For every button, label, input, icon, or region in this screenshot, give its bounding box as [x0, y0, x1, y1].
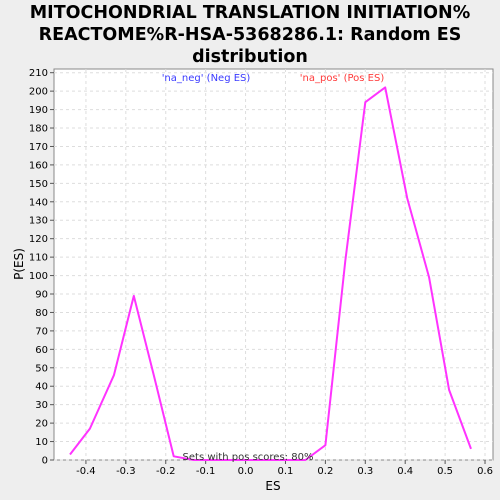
- y-tick-label: 80: [35, 308, 48, 319]
- x-tick-label: -0.2: [156, 466, 176, 477]
- y-tick-label: 160: [29, 160, 48, 171]
- y-tick-label: 130: [29, 216, 48, 227]
- y-tick-label: 210: [29, 68, 48, 79]
- y-tick-label: 140: [29, 197, 48, 208]
- y-tick-label: 50: [35, 363, 48, 374]
- chart-title-line: distribution: [192, 47, 308, 67]
- chart-title: MITOCHONDRIAL TRANSLATION INITIATION% RE…: [0, 2, 500, 68]
- y-axis-label: P(ES): [12, 248, 26, 280]
- y-tick-label: 150: [29, 179, 48, 190]
- grid-lines: [54, 69, 493, 461]
- x-axis: -0.4 -0.3 -0.2 -0.1 0.0 0.1 0.2 0.3 0.4 0.5 0.6: [76, 460, 493, 477]
- y-tick-label: 90: [35, 290, 48, 301]
- y-tick-label: 100: [29, 271, 48, 282]
- y-tick-label: 190: [29, 105, 48, 116]
- x-tick-label: -0.4: [76, 466, 96, 477]
- x-tick-label: 0.6: [477, 466, 493, 477]
- y-tick-label: 30: [35, 400, 48, 411]
- series-line: [69, 86, 472, 461]
- x-tick-label: 0.0: [238, 466, 254, 477]
- y-tick-label: 110: [29, 253, 48, 264]
- y-tick-label: 120: [29, 234, 48, 245]
- y-tick-label: 170: [29, 142, 48, 153]
- y-tick-label: 0: [42, 456, 48, 467]
- legend-pos: 'na_pos' (Pos ES): [300, 73, 385, 84]
- series-group: [69, 86, 472, 461]
- y-tick-label: 200: [29, 87, 48, 98]
- x-axis-label: ES: [265, 479, 280, 493]
- chart-title-line: MITOCHONDRIAL TRANSLATION INITIATION%: [29, 3, 471, 23]
- x-tick-label: -0.3: [116, 466, 136, 477]
- x-tick-label: 0.2: [317, 466, 333, 477]
- annotation-pos-scores: Sets with pos scores: 80%: [183, 452, 314, 463]
- legend-neg: 'na_neg' (Neg ES): [162, 73, 251, 84]
- y-tick-label: 70: [35, 326, 48, 337]
- y-tick-label: 180: [29, 124, 48, 135]
- y-tick-label: 40: [35, 382, 48, 393]
- x-tick-label: 0.4: [397, 466, 413, 477]
- y-tick-label: 60: [35, 345, 48, 356]
- plot-area: [53, 68, 494, 461]
- x-tick-label: 0.3: [357, 466, 373, 477]
- chart-title-line: REACTOME%R-HSA-5368286.1: Random ES: [38, 25, 462, 45]
- x-tick-label: -0.1: [196, 466, 216, 477]
- y-tick-label: 10: [35, 437, 48, 448]
- x-tick-label: 0.5: [437, 466, 453, 477]
- y-axis: 0 10 20 30 40 50 60 70 80 90 100 110 120 130 140 150 160…: [29, 68, 54, 467]
- x-tick-label: 0.1: [278, 466, 294, 477]
- y-tick-label: 20: [35, 419, 48, 430]
